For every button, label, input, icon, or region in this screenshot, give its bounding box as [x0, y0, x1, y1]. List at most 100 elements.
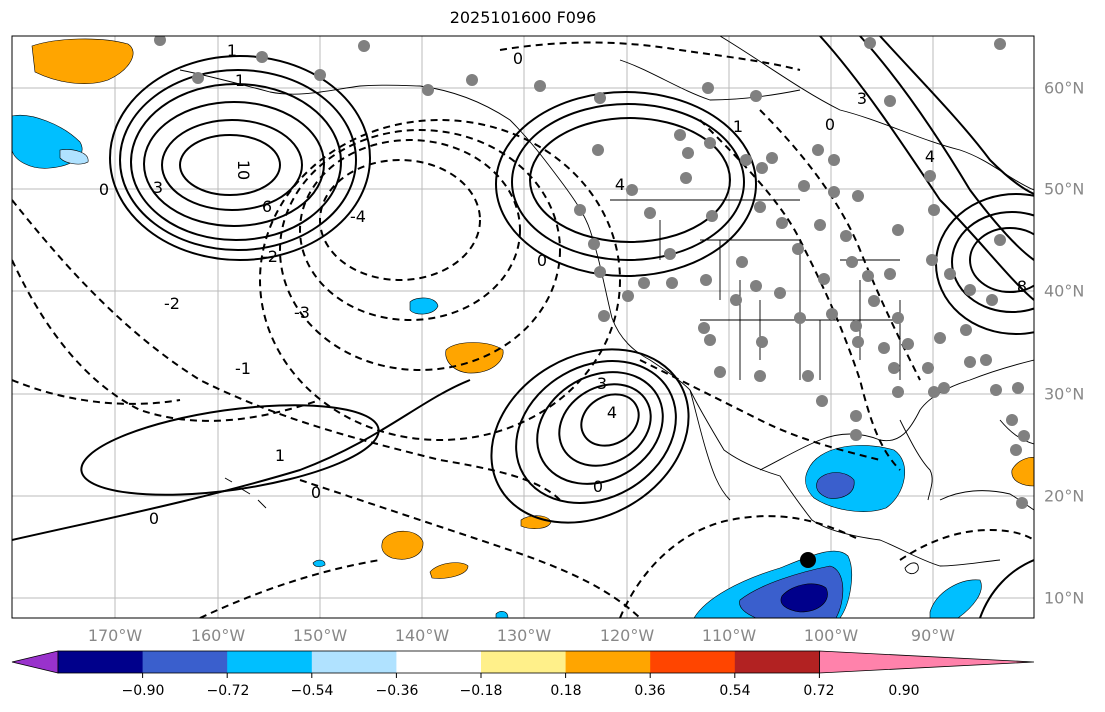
station-dot	[534, 80, 546, 92]
station-dot	[756, 336, 768, 348]
colorbar-segment	[142, 651, 228, 673]
station-dot	[592, 144, 604, 156]
station-markers	[154, 36, 1030, 509]
station-dot	[980, 354, 992, 366]
station-dot	[776, 217, 788, 229]
positive-contours	[12, 36, 1034, 618]
station-dot	[192, 72, 204, 84]
lat-label: 50°N	[1044, 179, 1085, 199]
patch-blue-mid	[409, 297, 439, 315]
station-dot	[588, 238, 600, 250]
station-dot	[766, 152, 778, 164]
lon-label: 170°W	[87, 626, 143, 645]
colorbar-outline	[57, 650, 820, 674]
station-dot	[928, 386, 940, 398]
coastlines-and-borders	[179, 36, 1034, 575]
station-dot	[868, 295, 880, 307]
patch-royal-gulf	[816, 472, 855, 499]
patch-orange-east	[1011, 457, 1034, 487]
station-dot	[1018, 430, 1030, 442]
patch-navy-south	[780, 583, 828, 613]
lon-label: 120°W	[599, 626, 655, 645]
station-dot	[574, 204, 586, 216]
patch-orange-mid	[445, 342, 504, 374]
station-dot	[892, 224, 904, 236]
station-dot	[802, 370, 814, 382]
station-dot	[994, 234, 1006, 246]
colorbar-segment	[734, 651, 820, 673]
colorbar-tick: −0.36	[375, 683, 419, 699]
colorbar-tick: 0.90	[888, 683, 920, 699]
station-dot	[754, 201, 766, 213]
lon-label: 150°W	[292, 626, 348, 645]
colorbar-tick: 0.18	[550, 683, 582, 699]
lon-label: 160°W	[190, 626, 246, 645]
station-dot	[888, 362, 900, 374]
colorbar-tick: 0.72	[803, 683, 835, 699]
station-dot	[826, 308, 838, 320]
colorbar-tick: −0.90	[121, 683, 165, 699]
positive-anomaly-patches	[31, 38, 1034, 579]
station-dot	[986, 294, 998, 306]
map-frame	[11, 35, 1035, 619]
colorbar-segment	[311, 651, 397, 673]
colorbar-tick: −0.18	[459, 683, 503, 699]
station-dot	[892, 312, 904, 324]
station-dot	[680, 172, 692, 184]
lon-label: 90°W	[910, 626, 956, 645]
station-dot	[700, 274, 712, 286]
lat-label: 60°N	[1044, 78, 1085, 98]
station-dot	[994, 38, 1006, 50]
station-dot	[154, 36, 166, 46]
lon-label: 140°W	[394, 626, 450, 645]
station-dot	[704, 334, 716, 346]
station-dot	[934, 332, 946, 344]
station-dot	[840, 230, 852, 242]
station-dot	[852, 336, 864, 348]
station-dot	[828, 186, 840, 198]
station-dot	[852, 190, 864, 202]
station-dot	[626, 184, 638, 196]
station-dot	[598, 310, 610, 322]
colorbar-segment	[481, 651, 567, 673]
station-dot	[754, 370, 766, 382]
station-dot	[960, 324, 972, 336]
station-dot	[846, 256, 858, 268]
station-dot	[704, 137, 716, 149]
station-dot	[816, 395, 828, 407]
colorbar-segment	[650, 651, 736, 673]
station-dot	[812, 144, 824, 156]
station-dot	[750, 90, 762, 102]
station-dot	[938, 382, 950, 394]
station-dot	[736, 256, 748, 268]
station-dot	[818, 273, 830, 285]
negative-anomaly-patches	[12, 114, 982, 618]
station-dot	[850, 410, 862, 422]
station-dot	[964, 284, 976, 296]
station-dot	[422, 84, 434, 96]
station-dot	[706, 210, 718, 222]
station-dot	[756, 162, 768, 174]
station-dot	[664, 248, 676, 260]
patch-small-blue2	[495, 611, 509, 618]
station-dot	[926, 254, 938, 266]
station-dot	[990, 384, 1002, 396]
lat-label: 10°N	[1044, 588, 1085, 608]
lat-label: 30°N	[1044, 384, 1085, 404]
station-dot	[924, 170, 936, 182]
station-dot	[466, 74, 478, 86]
station-dot	[666, 277, 678, 289]
patch-blue-se	[929, 579, 982, 618]
station-dot	[594, 92, 606, 104]
station-dot	[964, 356, 976, 368]
station-dot	[828, 154, 840, 166]
station-dot	[792, 243, 804, 255]
negative-contours	[12, 41, 1034, 618]
station-dot	[884, 268, 896, 280]
colorbar-segment	[58, 651, 144, 673]
station-dot	[740, 154, 752, 166]
station-dot	[774, 287, 786, 299]
station-dot	[622, 290, 634, 302]
colorbar-tick: 0.36	[634, 683, 666, 699]
